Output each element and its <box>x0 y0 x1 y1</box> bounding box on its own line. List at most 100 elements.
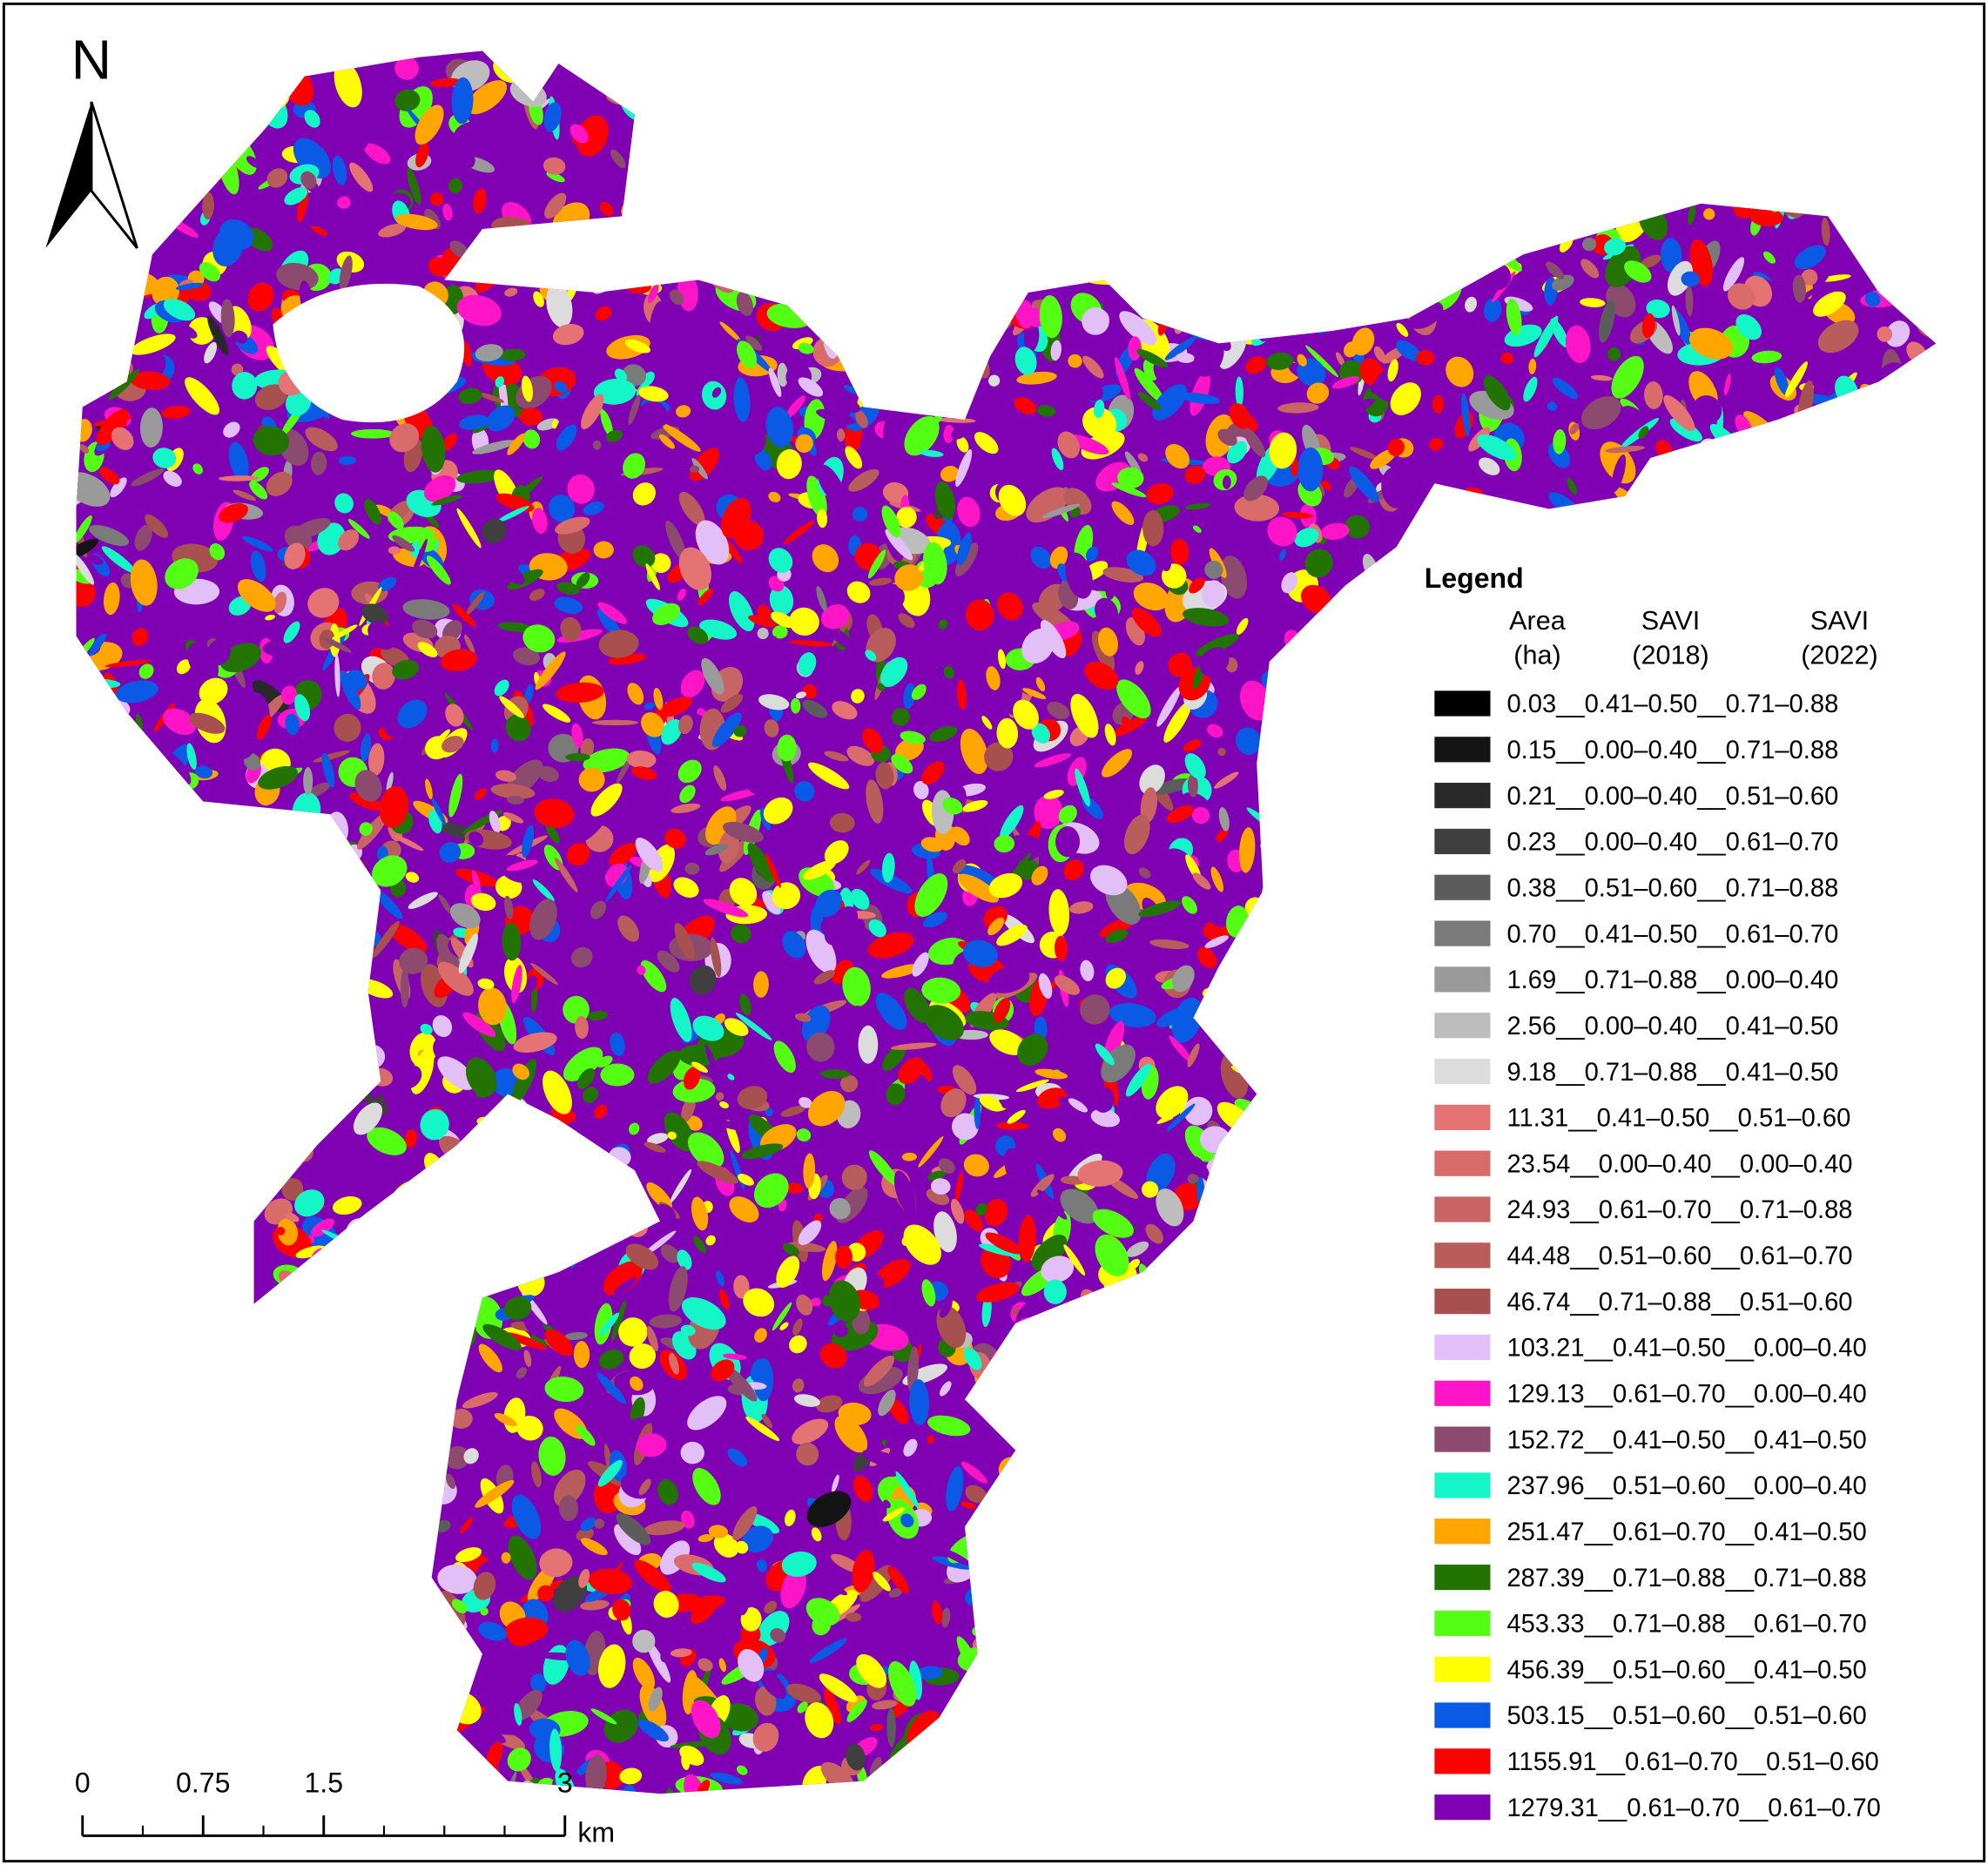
map-patch <box>1153 361 1173 387</box>
map-patch <box>1023 321 1040 353</box>
map-patch <box>1182 896 1197 914</box>
map-patch <box>984 1198 1008 1227</box>
map-patch <box>223 421 240 438</box>
map-patch <box>629 1013 637 1052</box>
map-patch <box>565 752 590 762</box>
map-patch <box>572 1728 595 1747</box>
map-patch <box>249 481 268 500</box>
map-patch <box>516 1367 527 1379</box>
map-patch <box>1762 251 1776 264</box>
map-patch <box>852 1475 873 1503</box>
map-patch <box>598 1349 624 1370</box>
map-patch <box>1220 555 1248 599</box>
map-patch <box>875 993 907 1030</box>
map-patch <box>387 546 401 555</box>
map-patch <box>663 461 700 482</box>
map-patch <box>1036 405 1056 417</box>
map-patch <box>1235 727 1262 756</box>
map-patch <box>1552 377 1579 400</box>
map-patch <box>756 1559 768 1572</box>
map-patch <box>580 1517 596 1532</box>
map-patch <box>1508 373 1539 392</box>
map-patch <box>681 1096 696 1122</box>
map-patch <box>1068 1098 1088 1113</box>
map-patch <box>334 493 354 514</box>
map-patch <box>881 964 923 979</box>
map-patch <box>85 605 104 625</box>
map-patch <box>611 1299 627 1342</box>
map-patch <box>1137 453 1149 462</box>
map-patch <box>1821 217 1830 246</box>
map-patch <box>134 524 152 551</box>
map-patch <box>1188 1065 1220 1077</box>
map-patch <box>688 1492 703 1513</box>
map-patch <box>475 788 487 800</box>
map-patch <box>640 959 667 993</box>
map-patch <box>629 1122 640 1135</box>
map-patch <box>829 812 855 833</box>
map-patch <box>338 455 356 466</box>
map-patch <box>733 377 751 422</box>
map-patch <box>537 1585 555 1602</box>
map-patch <box>808 762 850 790</box>
map-patch <box>785 1509 796 1526</box>
map-patch <box>145 514 169 538</box>
map-patch <box>523 165 536 178</box>
map-patch <box>1304 549 1333 578</box>
map-patch <box>1057 379 1085 402</box>
map-patch <box>482 111 504 134</box>
map-patch <box>1216 828 1229 843</box>
map-patch <box>1082 355 1104 379</box>
map-patch <box>938 417 976 423</box>
map-patch <box>622 364 647 387</box>
map-patch <box>76 576 96 608</box>
map-patch <box>580 1599 610 1611</box>
map-patch <box>956 436 969 453</box>
map-patch <box>1080 959 1095 981</box>
map-patch <box>265 615 276 621</box>
map-patch <box>660 1244 680 1263</box>
map-patch <box>1396 322 1409 337</box>
map-patch <box>718 1289 731 1310</box>
map-patch <box>1639 254 1661 269</box>
map-patch <box>394 57 419 80</box>
map-patch <box>394 835 424 852</box>
map-patch <box>490 738 499 753</box>
map-patch <box>664 1112 694 1152</box>
map-patch <box>104 659 152 668</box>
map-patch <box>337 196 351 209</box>
map-patch <box>659 697 692 717</box>
map-patch <box>546 172 565 183</box>
map-patch <box>903 683 916 710</box>
map-patch <box>1500 353 1514 365</box>
map-patch <box>1885 320 1911 347</box>
map-patch <box>664 828 686 849</box>
map-patch <box>806 1032 835 1062</box>
map-patch <box>161 405 192 419</box>
map-patch <box>530 1364 546 1378</box>
map-patch <box>1146 482 1174 505</box>
map-patch <box>402 599 450 620</box>
map-patch <box>651 1166 694 1180</box>
map-patch <box>691 458 708 480</box>
map-patch <box>176 659 192 675</box>
map-patch <box>1196 633 1240 656</box>
map-patch <box>533 291 544 307</box>
map-patch <box>1043 789 1064 799</box>
map-patch <box>1580 259 1600 279</box>
map-patch <box>103 582 120 616</box>
map-patch <box>869 1756 882 1779</box>
map-patch <box>912 952 929 977</box>
map-patch <box>974 1096 981 1129</box>
map-patch <box>922 912 948 928</box>
map-patch <box>867 932 914 959</box>
map-patch <box>997 592 1023 621</box>
map-patch <box>1580 298 1606 307</box>
map-patch <box>806 1574 848 1596</box>
map-patch <box>472 698 486 714</box>
map-patch <box>677 588 686 601</box>
map-patch <box>593 541 614 559</box>
map-patch <box>242 604 265 632</box>
map-patch <box>960 1501 976 1510</box>
map-patch <box>79 444 90 454</box>
